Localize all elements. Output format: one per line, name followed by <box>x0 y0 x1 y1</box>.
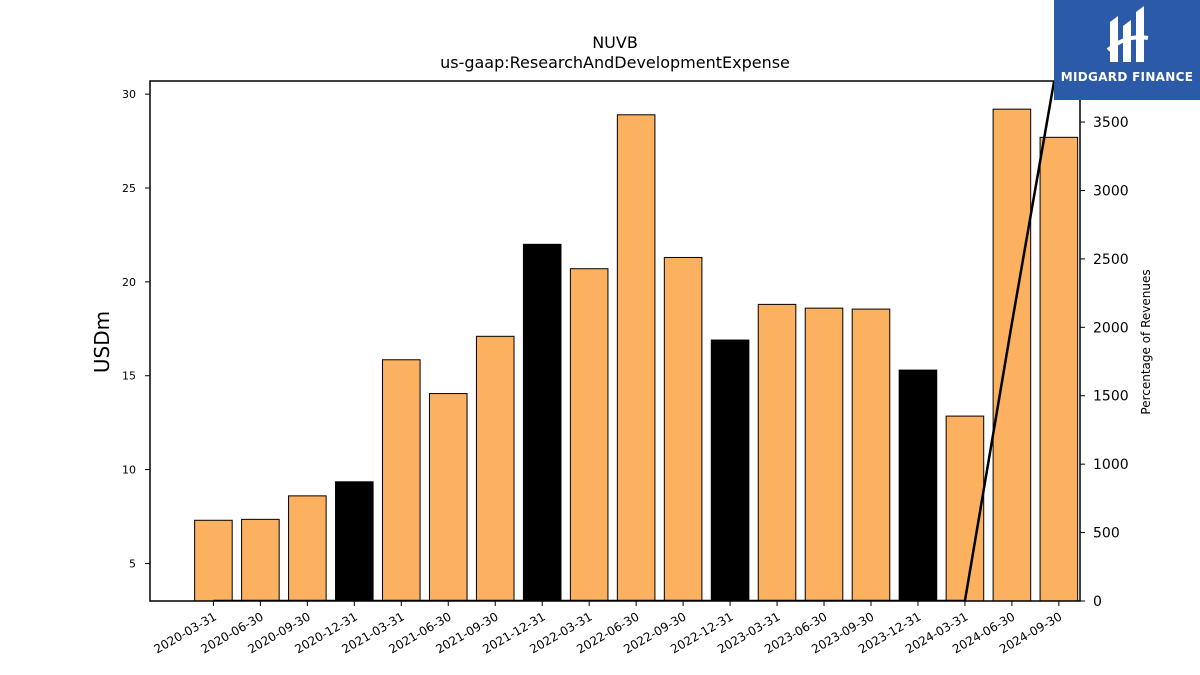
bar-2024-06-30 <box>992 108 1032 602</box>
brand-name: MIDGARD FINANCE <box>1060 70 1194 84</box>
bar-2023-12-31 <box>898 369 938 602</box>
bar-2021-12-31 <box>522 243 562 602</box>
bar-2023-09-30 <box>851 308 891 602</box>
bars-group <box>194 108 1079 602</box>
y2-tick-label: 1000 <box>1093 457 1129 473</box>
y2-tick-label: 1500 <box>1093 389 1129 405</box>
x-axis-ticks: 2020-03-312020-06-302020-09-302020-12-31… <box>152 601 1064 656</box>
y-tick-label: 15 <box>122 370 136 383</box>
y2-tick-label: 2000 <box>1093 320 1129 336</box>
bar-2023-03-31 <box>757 303 797 602</box>
bar-2021-09-30 <box>475 335 515 602</box>
bar-2024-03-31 <box>945 415 985 602</box>
bar-2024-09-30 <box>1039 136 1079 602</box>
chart-title: NUVB <box>592 33 638 52</box>
y-tick-label: 20 <box>122 276 136 289</box>
bar-2020-12-31 <box>335 481 374 602</box>
plot-frame <box>149 80 1081 602</box>
bar-2022-09-30 <box>663 256 703 602</box>
midgard-logo-icon <box>1106 6 1149 62</box>
bar-2020-06-30 <box>241 518 280 602</box>
y2-tick-label: 0 <box>1093 594 1102 610</box>
bar-2020-03-31 <box>194 519 233 602</box>
y2-tick-label: 500 <box>1093 526 1120 542</box>
y2-axis-ticks: 0 500 1000 1500 2000 2500 3000 3500 <box>1080 115 1129 610</box>
y2-tick-label: 3000 <box>1093 183 1129 199</box>
y2-tick-label: 3500 <box>1093 115 1129 131</box>
y-axis-ticks: 5 10 15 20 25 30 <box>122 88 150 570</box>
y-tick-label: 25 <box>122 182 136 195</box>
bar-2021-06-30 <box>428 393 468 602</box>
y2-tick-label: 2500 <box>1093 252 1129 268</box>
brand-logo: MIDGARD FINANCE <box>1054 0 1200 100</box>
bar-2023-06-30 <box>804 307 844 602</box>
bar-2022-12-31 <box>710 339 750 602</box>
y-axis-label: USDm <box>90 311 114 373</box>
bar-2022-03-31 <box>569 268 609 602</box>
chart-subtitle: us-gaap:ResearchAndDevelopmentExpense <box>440 53 790 72</box>
y-tick-label: 30 <box>122 88 136 101</box>
bar-2020-09-30 <box>288 495 327 602</box>
y-tick-label: 10 <box>122 464 136 477</box>
bar-2022-06-30 <box>616 114 656 602</box>
bar-2021-03-31 <box>382 359 421 602</box>
y2-axis-label: Percentage of Revenues <box>1139 269 1153 414</box>
y-tick-label: 5 <box>129 557 136 570</box>
